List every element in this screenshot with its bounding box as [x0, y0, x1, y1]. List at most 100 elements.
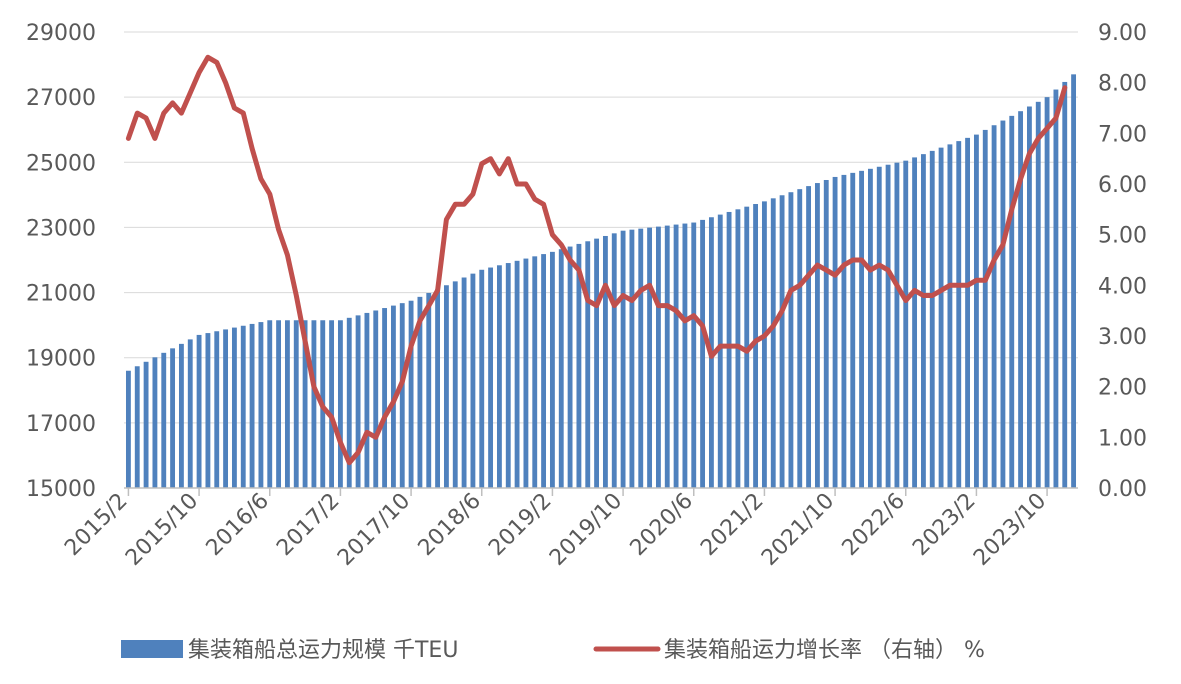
bar [346, 317, 352, 488]
bar [214, 331, 220, 488]
y-right-tick-label: 3.00 [1098, 325, 1147, 350]
gridlines [124, 31, 1078, 424]
x-tick-label: 2019/2 [484, 489, 556, 561]
bar [231, 327, 237, 488]
y-left-tick-label: 15000 [26, 477, 96, 502]
bar [920, 154, 926, 488]
bar [549, 251, 555, 488]
legend-bar-swatch [121, 640, 183, 658]
bar [638, 228, 644, 488]
bar [664, 225, 670, 488]
bar [134, 366, 140, 488]
legend: 集装箱船总运力规模 千TEU 集装箱船运力增长率 （右轴） % [121, 638, 985, 663]
bar [867, 168, 873, 489]
bar [1009, 115, 1015, 488]
bar [240, 325, 246, 488]
bar [337, 320, 343, 488]
bar [850, 172, 856, 488]
bar [567, 246, 573, 488]
bar [929, 150, 935, 488]
bar [284, 320, 290, 488]
bar [779, 195, 785, 488]
bar [170, 348, 176, 488]
bar [700, 219, 706, 488]
x-tick-label: 2021/2 [696, 489, 768, 561]
bar [761, 201, 767, 488]
bar [329, 320, 335, 488]
bar [982, 129, 988, 489]
bar [399, 303, 405, 488]
growth-line [125, 54, 1068, 466]
bar [673, 224, 679, 489]
bar [364, 312, 370, 488]
bar [797, 189, 803, 488]
bar [125, 370, 131, 488]
bar [611, 233, 617, 488]
bar [1018, 111, 1024, 489]
bar [496, 265, 502, 488]
bar [1044, 97, 1050, 489]
bar [682, 223, 688, 488]
x-tick-label: 2023/2 [908, 489, 980, 561]
bar-series [125, 74, 1077, 489]
bar [770, 198, 776, 488]
x-tick-label: 2020/6 [626, 489, 698, 561]
y-right-tick-label: 8.00 [1098, 72, 1147, 97]
bar [373, 310, 379, 488]
bar [355, 315, 361, 488]
bar [912, 157, 918, 488]
bar [841, 174, 847, 488]
bar [903, 160, 909, 488]
bar [859, 170, 865, 489]
bar [514, 260, 520, 488]
bar [691, 222, 697, 489]
bar [947, 144, 953, 488]
bar [541, 254, 547, 488]
bar [973, 134, 979, 488]
bar [196, 334, 202, 488]
bar [505, 263, 511, 488]
x-tick-label: 2017/10 [333, 489, 415, 571]
line-series [125, 54, 1068, 466]
y-left-tick-label: 23000 [26, 216, 96, 241]
bar [470, 273, 476, 488]
bar [267, 320, 273, 488]
y-right-tick-label: 1.00 [1098, 426, 1147, 451]
y-left-tick-label: 21000 [26, 282, 96, 307]
bar [938, 147, 944, 488]
bar [1035, 101, 1041, 488]
y-right-tick-label: 6.00 [1098, 173, 1147, 198]
bar [311, 320, 317, 488]
bar [629, 229, 635, 489]
bar [488, 267, 494, 488]
bar [894, 162, 900, 488]
x-tick-label: 2022/6 [838, 489, 910, 561]
bar [161, 352, 167, 488]
bar [479, 269, 485, 488]
x-tick-label: 2019/10 [545, 489, 627, 571]
bar [832, 176, 838, 488]
bar [823, 179, 829, 488]
bar [1053, 89, 1059, 489]
bar [814, 183, 820, 489]
y-right-tick-label: 9.00 [1098, 21, 1147, 46]
bar [408, 300, 414, 488]
bar [302, 320, 308, 488]
bar [178, 343, 184, 488]
bar [647, 227, 653, 488]
bar [744, 206, 750, 488]
bar [965, 137, 971, 488]
x-tick-label: 2017/2 [272, 489, 344, 561]
bar [258, 322, 264, 488]
y-right-tick-label: 2.00 [1098, 376, 1147, 401]
bar [461, 277, 467, 488]
bar [382, 308, 388, 488]
bar [876, 166, 882, 488]
bar [417, 296, 423, 488]
y-left-tick-label: 29000 [26, 21, 96, 46]
bar [885, 164, 891, 488]
bar [806, 186, 812, 488]
bar [143, 361, 149, 488]
